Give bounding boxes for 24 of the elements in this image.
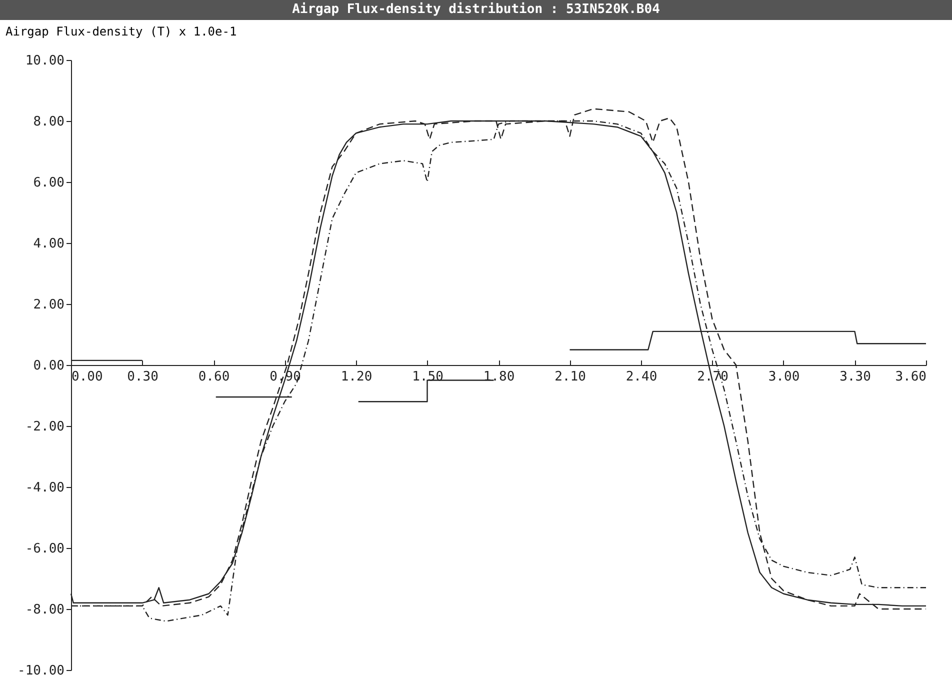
x-tick-label: 0.30 [127, 370, 158, 384]
y-tick-label: 2.00 [33, 298, 64, 312]
y-axis-title: Airgap Flux-density (T) x 1.0e-1 [6, 24, 237, 38]
x-tick-label: 0.60 [198, 370, 230, 384]
x-tick-label: 1.50 [412, 370, 444, 384]
y-tick-label: -2.00 [25, 420, 64, 434]
x-tick-label: 3.60 [895, 370, 926, 384]
y-tick-label: -6.00 [25, 542, 64, 556]
x-tick-label: 1.80 [483, 370, 515, 384]
y-tick-label: -8.00 [25, 602, 64, 618]
x-tick-label: 1.20 [340, 370, 372, 384]
x-tick-label: 2.10 [554, 370, 586, 384]
y-tick-label: 4.00 [33, 236, 64, 252]
y-tick-label: 0.00 [33, 358, 64, 374]
y-tick-label: 8.00 [33, 114, 64, 130]
x-tick-label: 3.00 [768, 370, 800, 384]
x-tick-label: 0.00 [72, 370, 103, 384]
y-tick-label: -10.00 [18, 664, 64, 678]
x-tick-label: 3.30 [840, 370, 871, 384]
x-tick-label: 2.40 [626, 370, 658, 384]
chart-title: Airgap Flux-density distribution : 53IN520K.B04 [0, 0, 952, 20]
y-tick-label: -4.00 [25, 480, 64, 496]
y-tick-label: 6.00 [33, 176, 64, 190]
y-tick-label: 10.00 [25, 54, 64, 68]
